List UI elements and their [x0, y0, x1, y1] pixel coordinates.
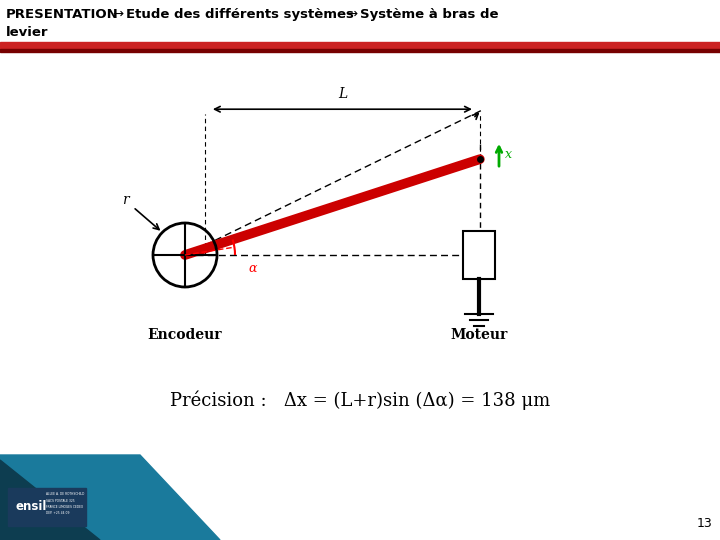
- Text: DEP. +25 44 09: DEP. +25 44 09: [46, 511, 70, 516]
- Text: →: →: [112, 8, 123, 21]
- Text: Système à bras de: Système à bras de: [360, 8, 498, 21]
- Text: α: α: [248, 262, 257, 275]
- Text: FRANCE LIMOGES CEDEX: FRANCE LIMOGES CEDEX: [46, 505, 83, 509]
- Text: Moteur: Moteur: [451, 328, 508, 342]
- Text: r: r: [122, 193, 128, 207]
- Text: 13: 13: [696, 517, 712, 530]
- Text: Encodeur: Encodeur: [148, 328, 222, 342]
- Text: L: L: [338, 87, 347, 101]
- Bar: [0, 42, 720, 49]
- Text: x: x: [505, 147, 512, 160]
- Bar: [8, 488, 86, 526]
- Text: →: →: [346, 8, 357, 21]
- Text: ALLEE A. DE ROTHSCHILD: ALLEE A. DE ROTHSCHILD: [46, 492, 84, 496]
- Text: PRESENTATION: PRESENTATION: [6, 8, 119, 21]
- Polygon shape: [0, 460, 100, 540]
- Text: Etude des différents systèmes: Etude des différents systèmes: [126, 8, 354, 21]
- Polygon shape: [0, 455, 220, 540]
- Text: SACS POSTALE 325: SACS POSTALE 325: [46, 498, 75, 503]
- Text: Précision :   Δx = (L+r)sin (Δα) = 138 μm: Précision : Δx = (L+r)sin (Δα) = 138 μm: [170, 390, 550, 410]
- Bar: [0, 49, 720, 52]
- Bar: [463, 231, 495, 279]
- Text: ensil: ensil: [16, 501, 48, 514]
- Text: levier: levier: [6, 26, 48, 39]
